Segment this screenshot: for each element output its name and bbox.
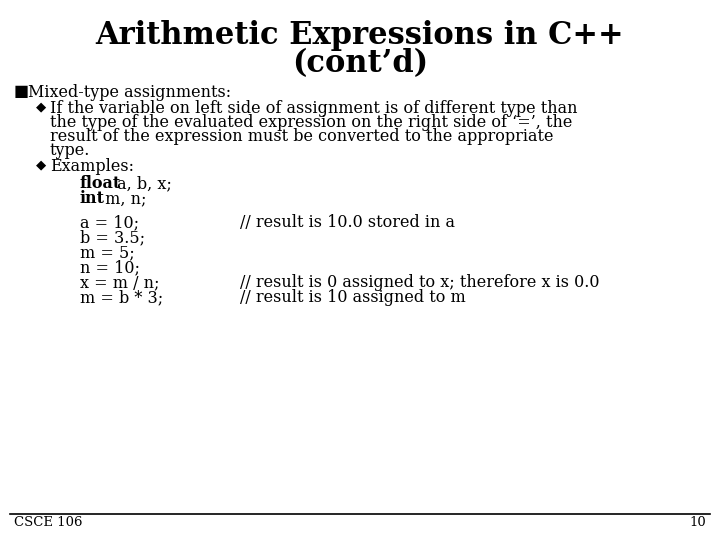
Text: ■: ■ [14, 84, 29, 99]
Text: Examples:: Examples: [50, 158, 134, 175]
Text: m = b * 3;: m = b * 3; [80, 289, 163, 306]
Text: a, b, x;: a, b, x; [112, 175, 172, 192]
Text: // result is 10 assigned to m: // result is 10 assigned to m [240, 289, 466, 306]
Text: ◆: ◆ [36, 100, 46, 113]
Text: result of the expression must be converted to the appropriate: result of the expression must be convert… [50, 128, 554, 145]
Text: (cont’d): (cont’d) [292, 48, 428, 79]
Text: type.: type. [50, 142, 91, 159]
Text: If the variable on left side of assignment is of different type than: If the variable on left side of assignme… [50, 100, 577, 117]
Text: // result is 0 assigned to x; therefore x is 0.0: // result is 0 assigned to x; therefore … [240, 274, 600, 291]
Text: Mixed-type assignments:: Mixed-type assignments: [28, 84, 231, 101]
Text: the type of the evaluated expression on the right side of ‘=’, the: the type of the evaluated expression on … [50, 114, 572, 131]
Text: a = 10;: a = 10; [80, 214, 139, 231]
Text: m, n;: m, n; [100, 190, 146, 207]
Text: float: float [80, 175, 121, 192]
Text: CSCE 106: CSCE 106 [14, 516, 83, 529]
Text: m = 5;: m = 5; [80, 244, 135, 261]
Text: int: int [80, 190, 105, 207]
Text: ◆: ◆ [36, 158, 46, 171]
Text: b = 3.5;: b = 3.5; [80, 229, 145, 246]
Text: Arithmetic Expressions in C++: Arithmetic Expressions in C++ [96, 20, 624, 51]
Text: x = m / n;: x = m / n; [80, 274, 160, 291]
Text: // result is 10.0 stored in a: // result is 10.0 stored in a [240, 214, 455, 231]
Text: 10: 10 [689, 516, 706, 529]
Text: n = 10;: n = 10; [80, 259, 140, 276]
